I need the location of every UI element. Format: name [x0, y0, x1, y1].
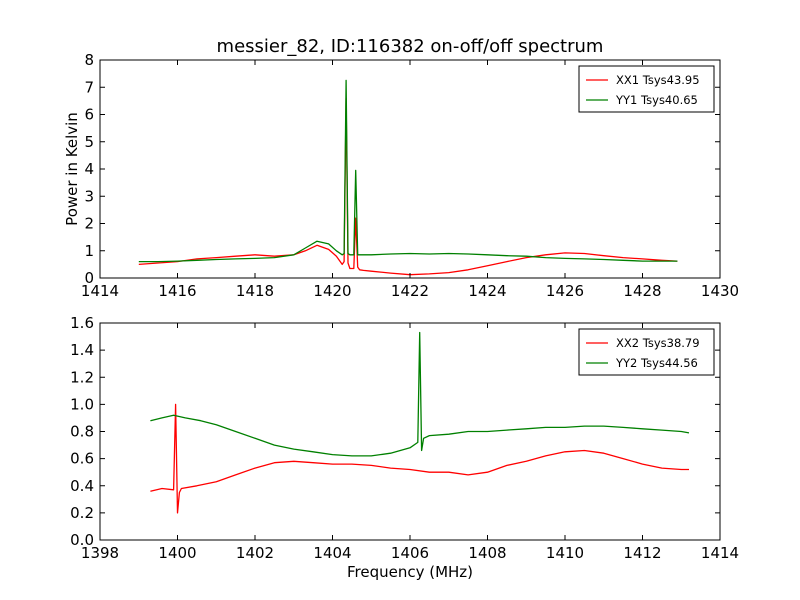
y-tick-label: 0.2	[70, 504, 94, 522]
y-tick-label: 6	[84, 106, 94, 124]
x-tick-label: 1398	[81, 544, 119, 562]
bottom-subplot-series	[150, 331, 690, 514]
bottom-subplot-frame	[99, 322, 721, 541]
top-y-axis-label: Power in Kelvin	[63, 112, 81, 226]
y-tick-label: 0	[84, 269, 94, 287]
series-line-xx2	[150, 403, 689, 514]
y-tick-label: 5	[84, 133, 94, 151]
top-legend: XX1 Tsys43.95 YY1 Tsys40.65	[578, 65, 715, 113]
x-tick-label: 1408	[468, 544, 506, 562]
series-line-yy2	[150, 331, 690, 457]
series-line-xx1	[138, 97, 678, 276]
top-subplot: 1414 1416 1418 1420 1422 1424 1426 1428 1430 0 1 2 3…	[63, 51, 739, 300]
x-tick-label: 1422	[391, 282, 429, 300]
x-tick-label: 1420	[313, 282, 351, 300]
y-tick-label: 0.8	[70, 423, 94, 441]
y-tick-label: 2	[84, 215, 94, 233]
legend-box	[578, 328, 715, 376]
y-tick-label: 8	[84, 51, 94, 69]
y-tick-label: 0.0	[70, 531, 94, 549]
x-tick-label: 1412	[623, 544, 661, 562]
legend-label: XX2 Tsys38.79	[616, 336, 700, 350]
x-tick-label: 1410	[546, 544, 584, 562]
series-line-yy1	[138, 79, 678, 263]
x-tick-label: 1428	[623, 282, 661, 300]
y-tick-label: 0.6	[70, 450, 94, 468]
y-tick-label: 7	[84, 78, 94, 96]
x-tick-label: 1406	[391, 544, 429, 562]
x-tick-label: 1400	[158, 544, 196, 562]
x-tick-label: 1418	[236, 282, 274, 300]
y-tick-label: 1.2	[70, 368, 94, 386]
y-tick-label: 1.4	[70, 341, 94, 359]
x-tick-label: 1402	[236, 544, 274, 562]
x-tick-label: 1414	[701, 544, 739, 562]
legend-label: YY1 Tsys40.65	[615, 93, 698, 107]
y-tick-label: 4	[84, 160, 94, 178]
y-tick-label: 1.6	[70, 314, 94, 332]
y-tick-label: 0.4	[70, 477, 94, 495]
x-tick-label: 1414	[81, 282, 119, 300]
x-tick-label: 1430	[701, 282, 739, 300]
chart-title: messier_82, ID:116382 on-off/off spectru…	[217, 36, 604, 57]
top-subplot-series	[138, 79, 678, 276]
bottom-subplot: 1398 1400 1402 1404 1406 1408 1410 1412 1414 0.0 0…	[70, 314, 739, 581]
x-tick-label: 1424	[468, 282, 506, 300]
legend-label: YY2 Tsys44.56	[615, 356, 698, 370]
bottom-legend: XX2 Tsys38.79 YY2 Tsys44.56	[578, 328, 715, 376]
y-tick-label: 1	[84, 242, 94, 260]
bottom-x-axis-label: Frequency (MHz)	[347, 563, 473, 581]
legend-box	[578, 65, 715, 113]
x-tick-label: 1404	[313, 544, 351, 562]
legend-label: XX1 Tsys43.95	[616, 73, 700, 87]
y-tick-label: 3	[84, 187, 94, 205]
y-tick-label: 1.0	[70, 395, 94, 413]
x-tick-label: 1416	[158, 282, 196, 300]
top-subplot-ticks: 1414 1416 1418 1420 1422 1424 1426 1428 1430 0 1 2 3…	[81, 51, 739, 300]
x-tick-label: 1426	[546, 282, 584, 300]
top-subplot-frame	[99, 59, 721, 279]
